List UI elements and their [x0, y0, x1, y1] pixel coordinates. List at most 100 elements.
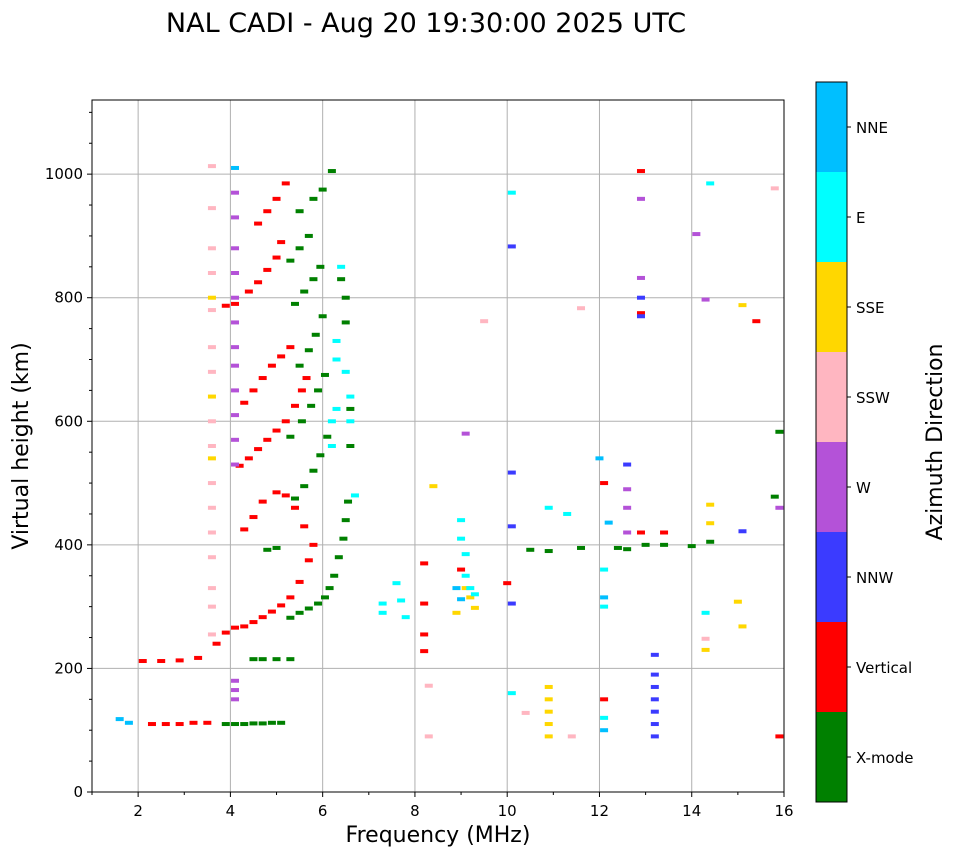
series-x-mode [221, 169, 784, 727]
data-point [207, 481, 216, 486]
data-point [327, 169, 336, 174]
data-point [600, 595, 609, 600]
data-point [480, 319, 489, 324]
colorbar-tick-label: W [856, 479, 871, 497]
data-point [240, 624, 249, 629]
colorbar-swatch [816, 82, 847, 172]
data-point [314, 601, 323, 606]
colorbar-swatch [816, 532, 847, 622]
y-tick-label: 600 [54, 412, 83, 430]
data-point [207, 456, 216, 461]
data-point [346, 419, 355, 424]
data-point [346, 444, 355, 448]
colorbar-tick-label: NNW [856, 569, 893, 587]
series-ssw [207, 164, 779, 739]
data-point [650, 722, 659, 727]
data-point [507, 691, 516, 696]
data-point [341, 518, 350, 523]
data-point [147, 722, 156, 727]
data-point [304, 558, 313, 563]
data-point [300, 524, 309, 529]
data-point [207, 632, 216, 637]
data-point [295, 363, 304, 368]
data-point [263, 209, 272, 214]
data-point [346, 394, 355, 399]
data-point [507, 524, 516, 529]
plot-area-frame [91, 99, 785, 793]
data-point [600, 728, 609, 733]
data-point [636, 275, 645, 280]
data-point [267, 363, 276, 368]
data-point [775, 429, 784, 434]
data-point [424, 734, 433, 739]
data-point [277, 720, 286, 725]
data-marks [115, 164, 784, 739]
data-point [221, 722, 230, 727]
data-point [290, 505, 299, 510]
colorbar-tick-label: X-mode [856, 749, 913, 767]
data-point [650, 709, 659, 714]
data-point [254, 280, 263, 285]
data-point [457, 536, 466, 541]
data-point [318, 314, 327, 319]
colorbar-swatch [816, 262, 847, 352]
data-point [249, 657, 258, 662]
data-point [231, 462, 240, 467]
data-point [332, 357, 341, 362]
data-point [300, 484, 309, 489]
data-point [595, 456, 604, 461]
data-point [138, 659, 147, 664]
data-point [320, 595, 329, 600]
data-point [600, 567, 609, 572]
data-point [636, 311, 645, 316]
data-point [346, 406, 355, 411]
data-point [295, 579, 304, 584]
data-point [231, 722, 240, 727]
data-point [470, 592, 479, 597]
y-tick-label: 800 [54, 289, 83, 307]
data-point [577, 306, 586, 311]
data-point [775, 734, 784, 739]
data-point [752, 319, 761, 324]
x-tick-label: 10 [498, 802, 517, 820]
data-point [240, 722, 249, 727]
y-tick-label: 1000 [45, 165, 83, 183]
data-point [636, 295, 645, 300]
grid-lines [92, 100, 785, 793]
data-point [327, 419, 336, 424]
data-point [770, 494, 779, 499]
colorbar-swatch [816, 352, 847, 442]
x-axis-label: Frequency (MHz) [346, 823, 531, 848]
data-point [300, 289, 309, 294]
data-point [263, 547, 272, 552]
data-point [297, 419, 306, 424]
data-point [332, 338, 341, 343]
data-point [207, 308, 216, 313]
data-point [692, 232, 701, 237]
data-point [337, 277, 346, 282]
data-point [231, 165, 240, 170]
data-point [397, 598, 406, 603]
data-point [339, 536, 348, 541]
series-nnw [507, 244, 747, 739]
data-point [231, 295, 240, 300]
data-point [687, 544, 696, 549]
data-point [244, 456, 253, 461]
data-point [290, 403, 299, 408]
data-point [277, 354, 286, 359]
data-point [207, 604, 216, 609]
data-point [350, 493, 359, 498]
data-point [249, 388, 258, 393]
data-point [249, 620, 258, 625]
data-point [623, 462, 632, 467]
colorbar-swatch [816, 622, 847, 712]
colorbar-tick-label: SSE [856, 299, 885, 317]
x-tick-label: 8 [410, 802, 420, 820]
data-point [240, 527, 249, 532]
data-point [636, 169, 645, 174]
data-point [701, 636, 710, 641]
data-point [231, 271, 240, 275]
data-point [378, 610, 387, 615]
data-point [307, 403, 316, 408]
data-point [286, 615, 295, 620]
